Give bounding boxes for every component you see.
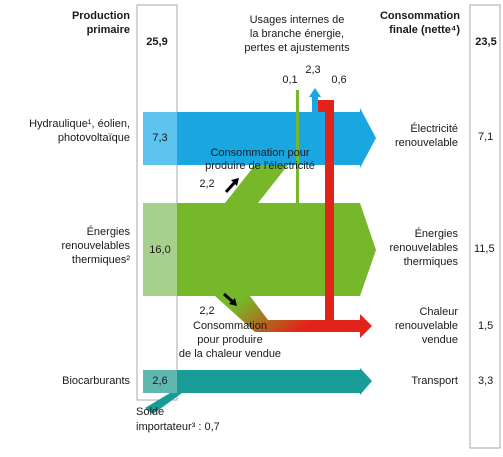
- label: 2,2: [199, 305, 214, 317]
- elec-transfer: [225, 165, 288, 203]
- label: Énergies: [87, 225, 131, 238]
- label: Hydraulique¹, éolien,: [29, 118, 130, 130]
- arrow-icon: [224, 180, 237, 194]
- label: renouvelables: [390, 242, 459, 254]
- label: la branche énergie,: [250, 28, 344, 40]
- label: 7,1: [478, 131, 493, 143]
- primary-column: [136, 4, 178, 401]
- label: 2,2: [199, 178, 214, 190]
- label: Électricité: [410, 122, 458, 135]
- label: thermiques²: [72, 254, 130, 266]
- label: Production: [72, 10, 130, 22]
- thermal-arrow: [360, 203, 376, 296]
- label: 25,9: [146, 36, 167, 48]
- label: primaire: [87, 24, 130, 36]
- import-flow: [145, 393, 182, 414]
- label: finale (nette⁴): [389, 24, 460, 36]
- label: 11,5: [474, 243, 495, 255]
- label: Transport: [411, 375, 458, 387]
- arrow-icon: [223, 292, 234, 304]
- internal-blue-arrow: [309, 88, 321, 97]
- label: renouvelable: [395, 320, 458, 332]
- internal-green: [296, 90, 299, 203]
- elec-arrow: [360, 108, 376, 168]
- thermal-source: [143, 203, 177, 296]
- label: Chaleur: [419, 306, 458, 318]
- label: Consommation: [193, 320, 267, 332]
- heat-flow: [215, 296, 360, 332]
- label: 0,6: [331, 74, 346, 86]
- arrow-icon: [231, 178, 239, 186]
- label: de la chaleur vendue: [179, 348, 281, 360]
- final-column: [469, 4, 501, 449]
- heat-arrow: [360, 314, 372, 338]
- label: Énergies: [415, 227, 459, 240]
- label: photovoltaïque: [58, 132, 130, 144]
- label: thermiques: [404, 256, 459, 268]
- label: Usages internes de: [250, 14, 345, 26]
- transport-flow: [177, 370, 360, 393]
- label: 3,3: [478, 375, 493, 387]
- elec-source: [143, 112, 177, 165]
- transport-arrow: [360, 368, 372, 395]
- label: Consommation: [380, 10, 460, 22]
- label: 2,6: [152, 375, 167, 387]
- label: 0,1: [282, 74, 297, 86]
- label: pour produire: [197, 334, 262, 346]
- label: Solde: [136, 406, 164, 418]
- label: 16,0: [149, 244, 170, 256]
- label: 1,5: [478, 320, 493, 332]
- internal-red: [318, 100, 334, 332]
- label: 2,3: [305, 64, 320, 76]
- label: pertes et ajustements: [244, 42, 350, 54]
- label: Consommation pour: [210, 147, 309, 159]
- label: 23,5: [475, 36, 496, 48]
- internal-blue: [312, 96, 318, 112]
- arrow-icon: [229, 298, 237, 306]
- label: importateur³ : 0,7: [136, 421, 220, 433]
- label: vendue: [422, 334, 458, 346]
- label: renouvelable: [395, 137, 458, 149]
- label: renouvelables: [62, 240, 131, 252]
- bio-source: [143, 370, 177, 393]
- label: Biocarburants: [62, 375, 130, 387]
- label: produire de l'électricité: [205, 160, 315, 172]
- label: 7,3: [152, 132, 167, 144]
